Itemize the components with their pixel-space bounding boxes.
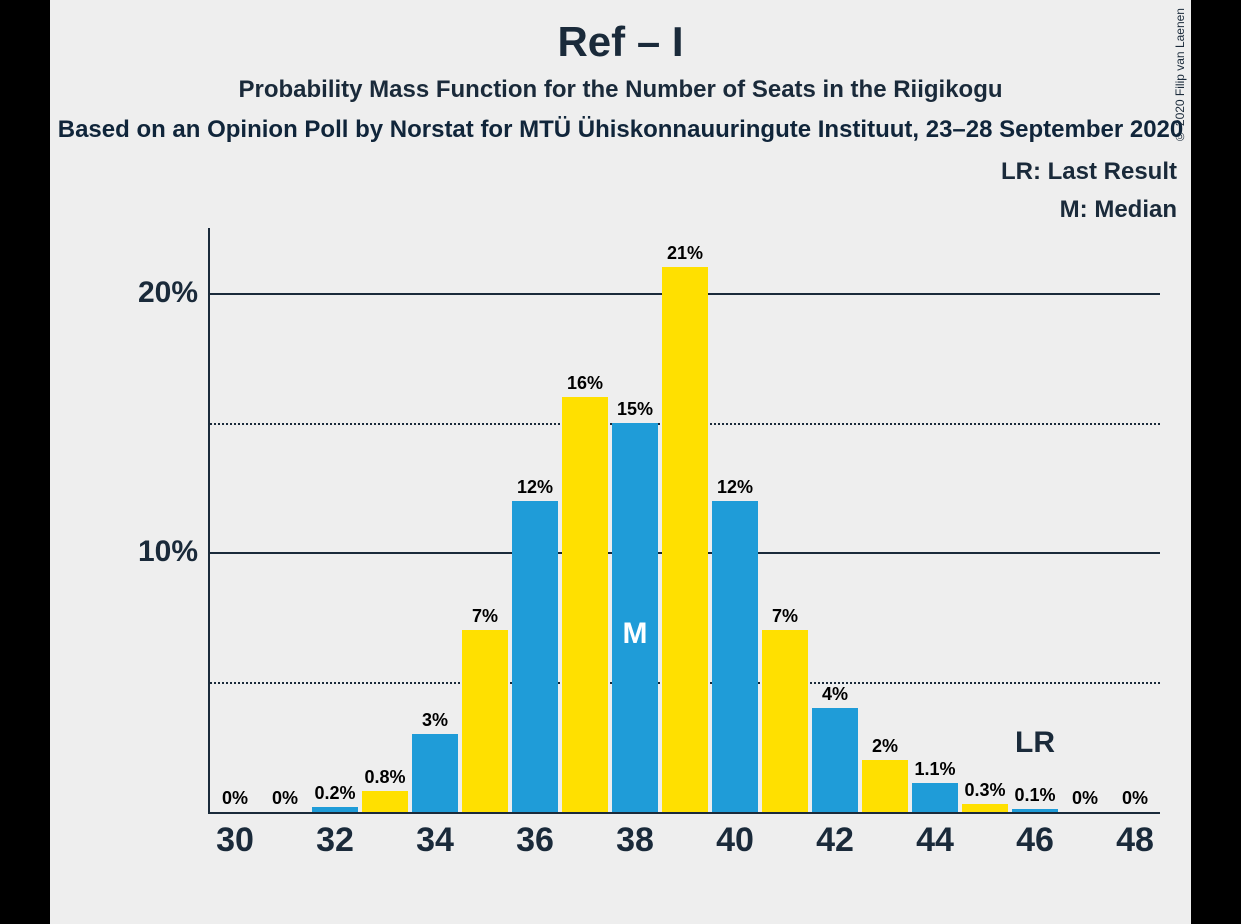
bar [362, 791, 408, 812]
x-tick-label: 44 [916, 821, 954, 860]
bar-value-label: 0.1% [1014, 785, 1055, 806]
bar [862, 760, 908, 812]
bar-value-label: 0.3% [964, 780, 1005, 801]
bar [1012, 809, 1058, 812]
x-tick-label: 38 [616, 821, 654, 860]
bar-value-label: 15% [617, 399, 653, 420]
x-tick-label: 42 [816, 821, 854, 860]
bar [912, 783, 958, 812]
y-axis [208, 228, 210, 812]
bar-value-label: 16% [567, 373, 603, 394]
median-marker: M [623, 617, 648, 651]
x-tick-label: 30 [216, 821, 254, 860]
x-tick-label: 32 [316, 821, 354, 860]
bar-value-label: 0% [1122, 788, 1148, 809]
bar [562, 397, 608, 812]
x-axis [208, 812, 1160, 814]
bar [312, 807, 358, 812]
x-tick-label: 36 [516, 821, 554, 860]
bar [662, 267, 708, 812]
legend-median: M: Median [1060, 196, 1177, 224]
x-tick-label: 48 [1116, 821, 1154, 860]
bar-value-label: 12% [517, 477, 553, 498]
bar-value-label: 3% [422, 710, 448, 731]
x-tick-label: 40 [716, 821, 754, 860]
bar-value-label: 12% [717, 477, 753, 498]
x-tick-label: 46 [1016, 821, 1054, 860]
bar [512, 501, 558, 812]
bar [812, 708, 858, 812]
bar-value-label: 0.2% [314, 783, 355, 804]
bar [712, 501, 758, 812]
bar-value-label: 21% [667, 243, 703, 264]
y-tick-label: 20% [138, 276, 198, 310]
bar-value-label: 0% [272, 788, 298, 809]
legend-last-result: LR: Last Result [1001, 158, 1177, 186]
chart-title: Ref – I [50, 18, 1191, 66]
chart-canvas: © 2020 Filip van Laenen Ref – I Probabil… [50, 0, 1191, 924]
bar [762, 630, 808, 812]
x-tick-label: 34 [416, 821, 454, 860]
bar-value-label: 7% [772, 606, 798, 627]
chart-subtitle: Probability Mass Function for the Number… [50, 76, 1191, 104]
bar-value-label: 0% [222, 788, 248, 809]
bar-value-label: 0.8% [364, 767, 405, 788]
bar [462, 630, 508, 812]
bar [962, 804, 1008, 812]
bar-value-label: 0% [1072, 788, 1098, 809]
plot-area: 10%20%303234363840424446480%0%0.2%0.8%3%… [210, 228, 1160, 812]
last-result-marker: LR [1015, 726, 1055, 760]
bar-value-label: 7% [472, 606, 498, 627]
bar [412, 734, 458, 812]
bar-value-label: 1.1% [914, 759, 955, 780]
y-tick-label: 10% [138, 535, 198, 569]
bar-value-label: 2% [872, 736, 898, 757]
bar-value-label: 4% [822, 684, 848, 705]
chart-source: Based on an Opinion Poll by Norstat for … [0, 116, 1241, 144]
